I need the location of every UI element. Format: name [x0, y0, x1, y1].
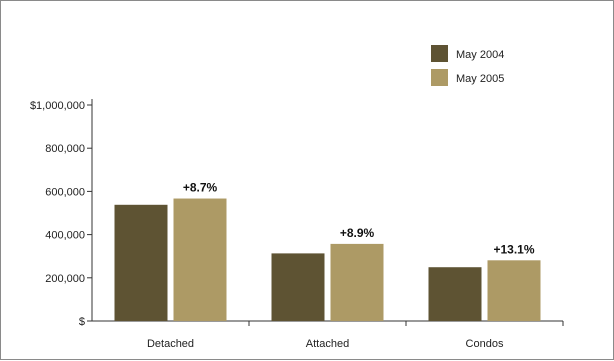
legend-label: May 2005 — [456, 73, 504, 85]
bar-attached-series-1 — [271, 253, 325, 321]
legend-label: May 2004 — [456, 49, 504, 61]
x-category-label: Detached — [147, 338, 194, 350]
y-tick-label: 800,000 — [45, 143, 85, 155]
bars — [114, 198, 541, 321]
axes: $200,000 400,000 600,000 800,000 $1,000,000 D… — [30, 99, 564, 350]
y-tick-label: $ — [79, 316, 85, 328]
y-tick-label: 200,000 — [45, 273, 85, 285]
legend-swatch — [431, 45, 448, 62]
y-tick-label: 600,000 — [45, 186, 85, 198]
data-label: +8.7% — [183, 181, 218, 195]
data-label: +8.9% — [340, 226, 375, 240]
y-tick-label: 400,000 — [45, 230, 85, 242]
data-label: +13.1% — [493, 242, 534, 256]
bar-condos-series-2 — [487, 260, 541, 321]
y-tick-label: $1,000,000 — [30, 100, 85, 112]
x-category-label: Attached — [306, 338, 349, 350]
legend-swatch — [431, 69, 448, 86]
bar-detached-series-2 — [173, 198, 227, 321]
bar-attached-series-2 — [330, 243, 384, 321]
bar-condos-series-1 — [428, 267, 482, 321]
x-category-label: Condos — [466, 338, 504, 350]
bar-detached-series-1 — [114, 204, 168, 321]
data-labels: +8.7% +8.9% +13.1% — [183, 181, 535, 257]
legend: May 2004 May 2005 — [431, 45, 504, 86]
